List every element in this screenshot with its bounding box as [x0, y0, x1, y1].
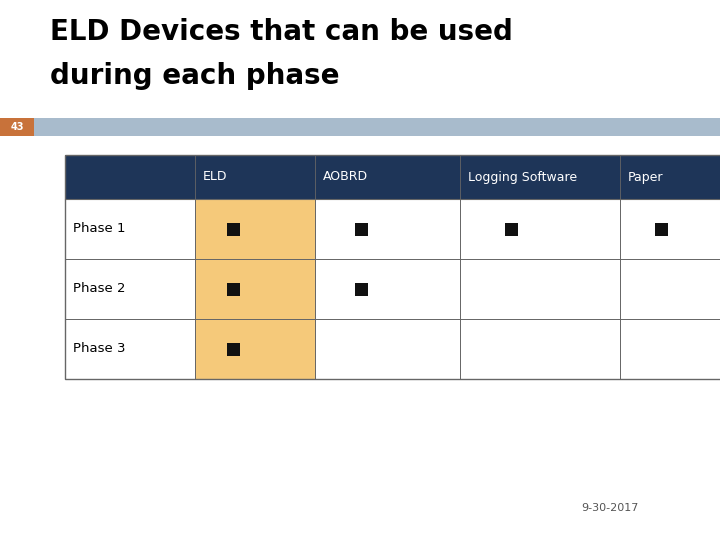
- Bar: [655, 222, 668, 235]
- Bar: [65, 155, 720, 199]
- Bar: [0, 118, 34, 136]
- Bar: [315, 199, 460, 259]
- Text: Phase 1: Phase 1: [73, 222, 125, 235]
- Bar: [34, 118, 720, 136]
- Bar: [460, 259, 620, 319]
- Bar: [65, 259, 195, 319]
- Bar: [460, 319, 620, 379]
- Bar: [315, 259, 460, 319]
- Text: ELD: ELD: [203, 171, 228, 184]
- Bar: [227, 222, 240, 235]
- Bar: [620, 199, 720, 259]
- Bar: [355, 282, 368, 295]
- Bar: [460, 199, 620, 259]
- Bar: [195, 199, 315, 259]
- Text: 43: 43: [10, 122, 24, 132]
- Text: 9-30-2017: 9-30-2017: [581, 503, 639, 513]
- Text: during each phase: during each phase: [50, 62, 340, 90]
- Bar: [227, 342, 240, 355]
- Text: Paper: Paper: [628, 171, 664, 184]
- Text: Logging Software: Logging Software: [468, 171, 577, 184]
- Text: ELD Devices that can be used: ELD Devices that can be used: [50, 18, 513, 46]
- Bar: [195, 259, 315, 319]
- Bar: [227, 282, 240, 295]
- Bar: [505, 222, 518, 235]
- Bar: [355, 222, 368, 235]
- Bar: [620, 319, 720, 379]
- Text: Phase 3: Phase 3: [73, 342, 125, 355]
- Bar: [195, 319, 315, 379]
- Bar: [65, 199, 195, 259]
- Bar: [65, 155, 720, 379]
- Bar: [65, 319, 195, 379]
- Bar: [620, 259, 720, 319]
- Text: Phase 2: Phase 2: [73, 282, 125, 295]
- Bar: [315, 319, 460, 379]
- Text: AOBRD: AOBRD: [323, 171, 368, 184]
